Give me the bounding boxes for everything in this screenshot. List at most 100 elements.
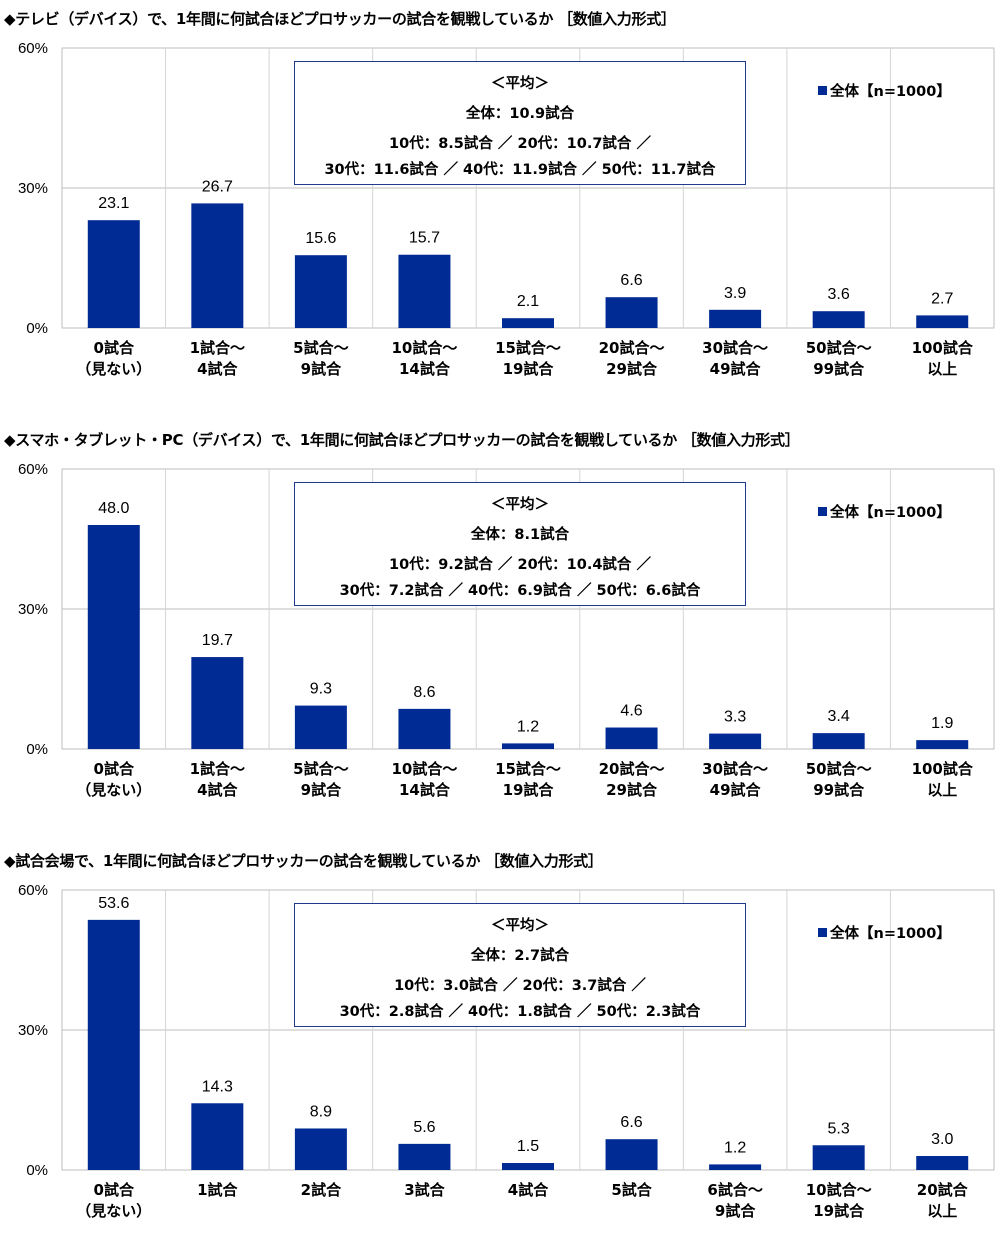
value-label: 1.2	[724, 1139, 746, 1156]
category-label-line: 10試合～	[391, 339, 458, 357]
y-tick-label: 30%	[18, 601, 48, 618]
value-label: 9.3	[310, 681, 332, 698]
category-label-line: 50試合～	[805, 760, 872, 778]
average-line-2: 30代：11.6試合 ／ 40代：11.9試合 ／ 50代：11.7試合	[324, 162, 716, 178]
bar	[812, 1145, 865, 1170]
category-label-line: 30試合～	[702, 760, 769, 778]
bar	[87, 525, 140, 749]
legend-label: 全体【n=1000】	[830, 926, 951, 942]
value-label: 6.6	[620, 272, 642, 289]
value-label: 15.7	[409, 230, 440, 247]
category-label: 20試合～ 29試合	[580, 338, 684, 380]
y-tick-label: 30%	[18, 180, 48, 197]
bar	[191, 1103, 244, 1170]
legend-label: 全体【n=1000】	[830, 505, 951, 521]
category-label-line: 9試合	[714, 1202, 756, 1220]
average-box: ＜平均＞ 全体：8.1試合 10代：9.2試合 ／ 20代：10.4試合 ／ 3…	[294, 482, 746, 606]
average-line-1: 10代：3.0試合 ／ 20代：3.7試合 ／	[394, 978, 646, 994]
value-label: 3.0	[931, 1131, 953, 1148]
bar	[605, 297, 658, 328]
bar	[294, 1128, 347, 1170]
average-line-2: 30代：7.2試合 ／ 40代：6.9試合 ／ 50代：6.6試合	[339, 583, 701, 599]
value-label: 53.6	[98, 895, 129, 912]
category-label-line: 9試合	[300, 360, 342, 378]
chart-section-stadium: ◆試合会場で、1年間に何試合ほどプロサッカーの試合を観戦しているか ［数値入力形…	[0, 842, 1000, 1253]
y-tick-label: 60%	[18, 882, 48, 899]
bar	[294, 255, 347, 328]
category-label-line: 9試合	[300, 781, 342, 799]
y-tick-label: 60%	[18, 461, 48, 478]
category-label: 1試合～ 4試合	[165, 759, 269, 801]
value-label: 6.6	[620, 1114, 642, 1131]
category-label-line: 0試合	[93, 339, 134, 357]
category-label: 0試合 （見ない）	[62, 338, 166, 380]
category-label: 100試合以上	[890, 759, 994, 801]
y-tick-label: 30%	[18, 1022, 48, 1039]
category-label-line: 14試合	[399, 360, 450, 378]
y-tick-label: 60%	[18, 40, 48, 57]
average-box: ＜平均＞ 全体：10.9試合 10代：8.5試合 ／ 20代：10.7試合 ／ …	[294, 61, 746, 185]
category-label-line: 以上	[927, 781, 958, 799]
category-label: 5試合～ 9試合	[269, 338, 373, 380]
category-label-line: 29試合	[606, 360, 657, 378]
chart-title: ◆試合会場で、1年間に何試合ほどプロサッカーの試合を観戦しているか ［数値入力形…	[4, 852, 603, 870]
average-heading: ＜平均＞	[491, 918, 549, 934]
category-label-line: 1試合	[197, 1181, 238, 1199]
value-label: 5.6	[413, 1119, 435, 1136]
legend: 全体【n=1000】	[818, 922, 951, 943]
value-label: 1.5	[517, 1138, 539, 1155]
average-heading: ＜平均＞	[491, 497, 549, 513]
category-label-line: 20試合～	[598, 339, 665, 357]
category-label-line: （見ない）	[76, 360, 152, 378]
category-label-line: 29試合	[606, 781, 657, 799]
category-label-line: 19試合	[813, 1202, 865, 1220]
category-label: 1試合～ 4試合	[165, 338, 269, 380]
y-tick-label: 0%	[26, 1162, 48, 1179]
category-label: 15試合～ 19試合	[476, 759, 580, 801]
average-box: ＜平均＞ 全体：2.7試合 10代：3.0試合 ／ 20代：3.7試合 ／ 30…	[294, 903, 746, 1027]
bar	[605, 1139, 658, 1170]
bar	[709, 309, 762, 328]
category-label: 15試合～ 19試合	[476, 338, 580, 380]
chart-section-tv: ◆テレビ（デバイス）で、1年間に何試合ほどプロサッカーの試合を観戦しているか ［…	[0, 0, 1000, 420]
value-label: 48.0	[98, 500, 129, 517]
category-label-line: 19試合	[502, 360, 554, 378]
category-label-line: 20試合	[916, 1181, 968, 1199]
category-label-line: 5試合～	[293, 339, 349, 357]
category-label: 5試合	[580, 1180, 684, 1201]
bar	[502, 1163, 554, 1170]
category-label-line: 0試合	[93, 1181, 134, 1199]
category-label-line: 15試合～	[495, 339, 561, 357]
category-label-line: 100試合	[911, 760, 973, 778]
average-heading: ＜平均＞	[491, 76, 549, 92]
value-label: 3.6	[828, 286, 850, 303]
category-label: 10試合～ 19試合	[787, 1180, 891, 1222]
legend-swatch	[818, 86, 827, 95]
average-line-1: 10代：9.2試合 ／ 20代：10.4試合 ／	[389, 557, 651, 573]
bar	[709, 733, 762, 749]
category-label-line: 1試合～	[189, 760, 246, 778]
category-label-line: 49試合	[709, 781, 761, 799]
legend-label: 全体【n=1000】	[830, 84, 951, 100]
category-label: 3試合	[372, 1180, 476, 1201]
category-label-line: 4試合	[507, 1181, 549, 1199]
category-label-line: 99試合	[813, 781, 865, 799]
value-label: 14.3	[202, 1078, 233, 1095]
y-tick-label: 0%	[26, 741, 48, 758]
category-label-line: 49試合	[709, 360, 761, 378]
y-tick-label: 0%	[26, 320, 48, 337]
category-label-line: 50試合～	[805, 339, 872, 357]
category-label-line: 6試合～	[707, 1181, 763, 1199]
bar	[294, 705, 347, 749]
category-label-line: 100試合	[911, 339, 973, 357]
value-label: 5.3	[828, 1120, 850, 1137]
chart-section-smartphone: ◆スマホ・タブレット・PC（デバイス）で、1年間に何試合ほどプロサッカーの試合を…	[0, 421, 1000, 841]
category-label: 0試合 （見ない）	[62, 759, 166, 801]
chart-title: ◆テレビ（デバイス）で、1年間に何試合ほどプロサッカーの試合を観戦しているか ［…	[4, 10, 676, 28]
category-label: 1試合	[165, 1180, 269, 1201]
legend: 全体【n=1000】	[818, 80, 951, 101]
category-label-line: 以上	[927, 360, 958, 378]
value-label: 3.4	[828, 708, 850, 725]
category-label: 10試合～ 14試合	[372, 759, 476, 801]
bar	[87, 220, 140, 328]
